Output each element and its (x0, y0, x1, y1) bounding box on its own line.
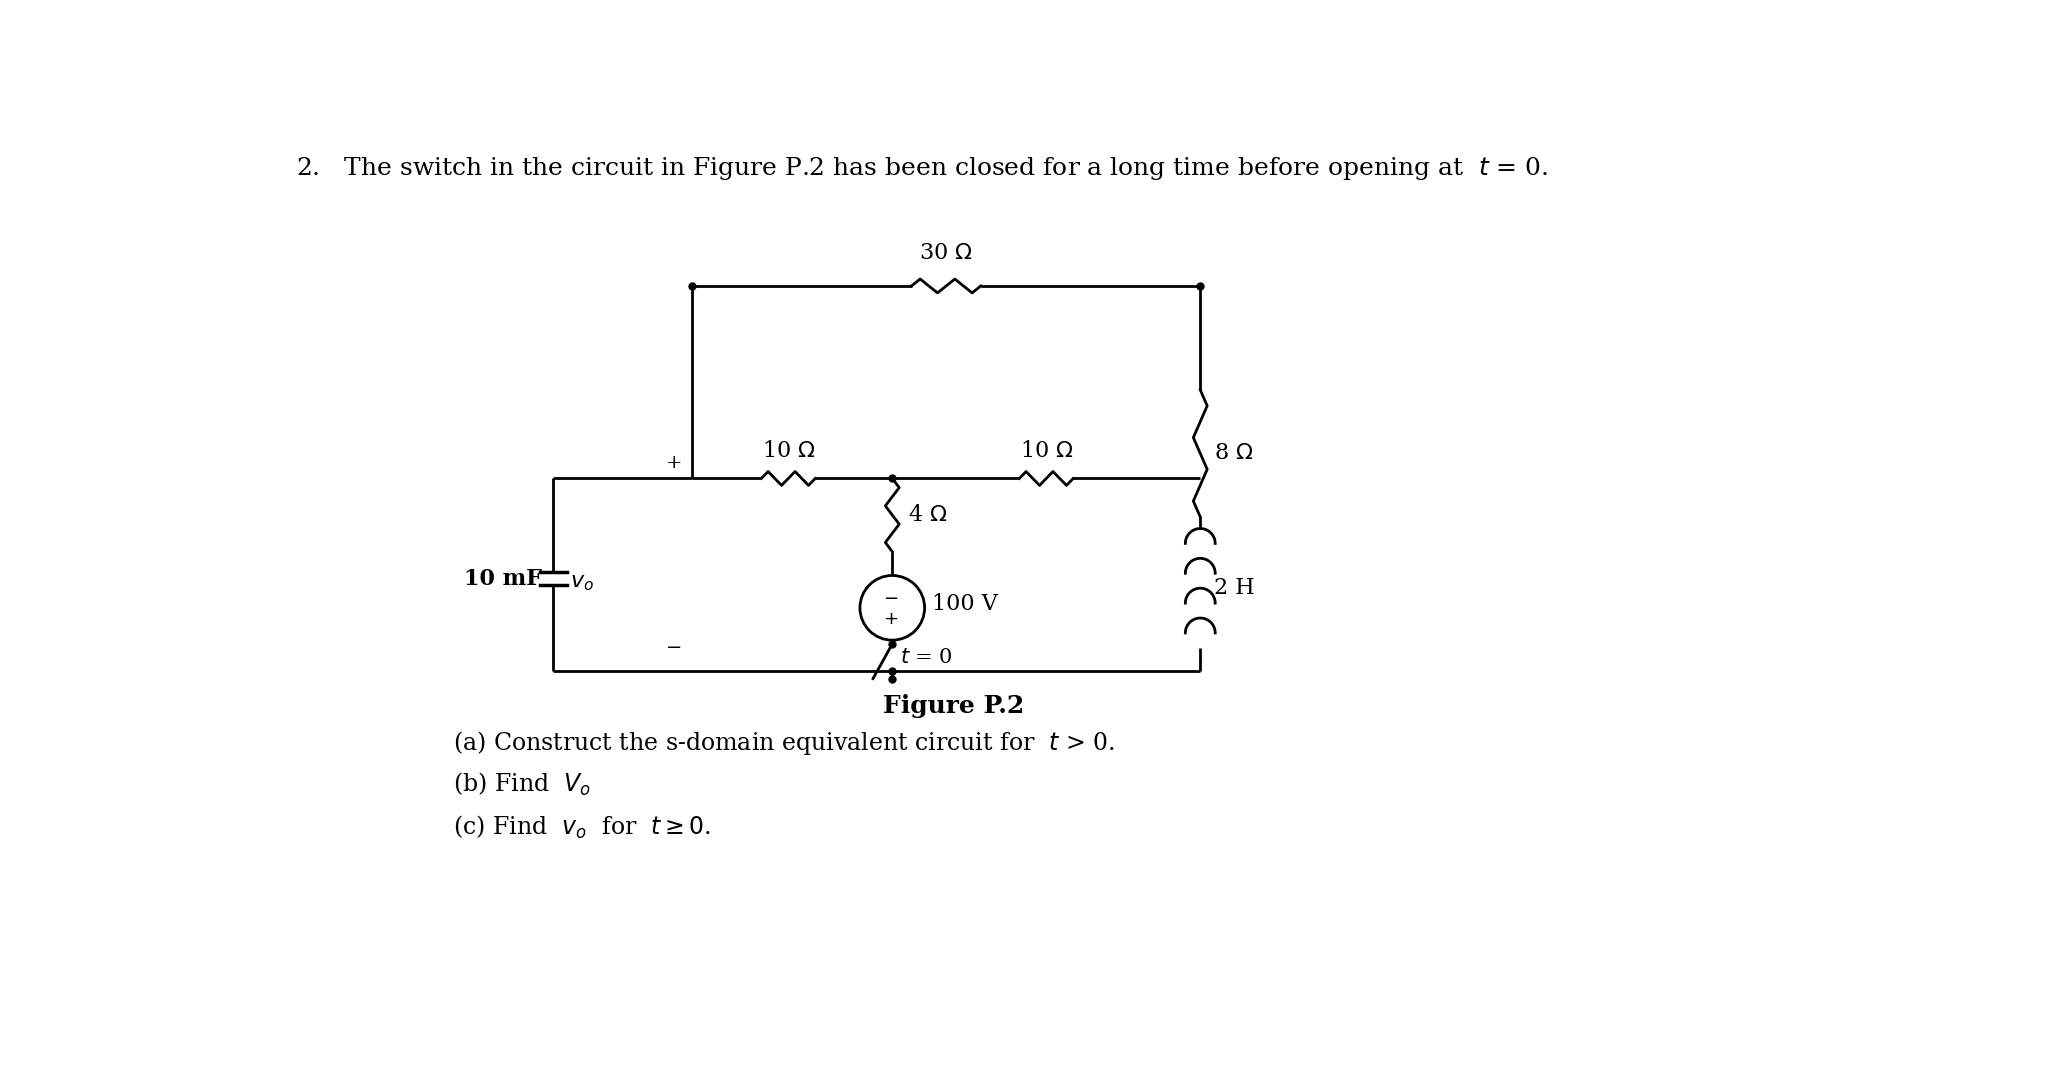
Text: 10 $\Omega$: 10 $\Omega$ (1019, 439, 1072, 462)
Text: $+$: $+$ (884, 610, 898, 628)
Text: 10 mF: 10 mF (464, 567, 542, 590)
Text: −: − (667, 639, 683, 657)
Text: $-$: $-$ (884, 589, 898, 606)
Text: 2 H: 2 H (1213, 577, 1254, 599)
Text: 10 $\Omega$: 10 $\Omega$ (761, 439, 814, 462)
Text: (a) Construct the s-domain equivalent circuit for  $t$ > 0.: (a) Construct the s-domain equivalent ci… (454, 729, 1115, 757)
Text: +: + (667, 454, 683, 473)
Text: 100 V: 100 V (933, 593, 998, 615)
Text: (c) Find  $v_o$  for  $t \geq 0$.: (c) Find $v_o$ for $t \geq 0$. (454, 813, 712, 841)
Text: Figure P.2: Figure P.2 (884, 694, 1025, 719)
Text: (b) Find  $V_o$: (b) Find $V_o$ (454, 771, 591, 798)
Text: 4 $\Omega$: 4 $\Omega$ (908, 504, 947, 526)
Text: $v_o$: $v_o$ (571, 571, 593, 594)
Text: 30 $\Omega$: 30 $\Omega$ (919, 243, 974, 264)
Text: 8 $\Omega$: 8 $\Omega$ (1213, 442, 1254, 464)
Text: $t$ = 0: $t$ = 0 (900, 649, 953, 667)
Text: 2.   The switch in the circuit in Figure P.2 has been closed for a long time bef: 2. The switch in the circuit in Figure P… (295, 155, 1547, 183)
